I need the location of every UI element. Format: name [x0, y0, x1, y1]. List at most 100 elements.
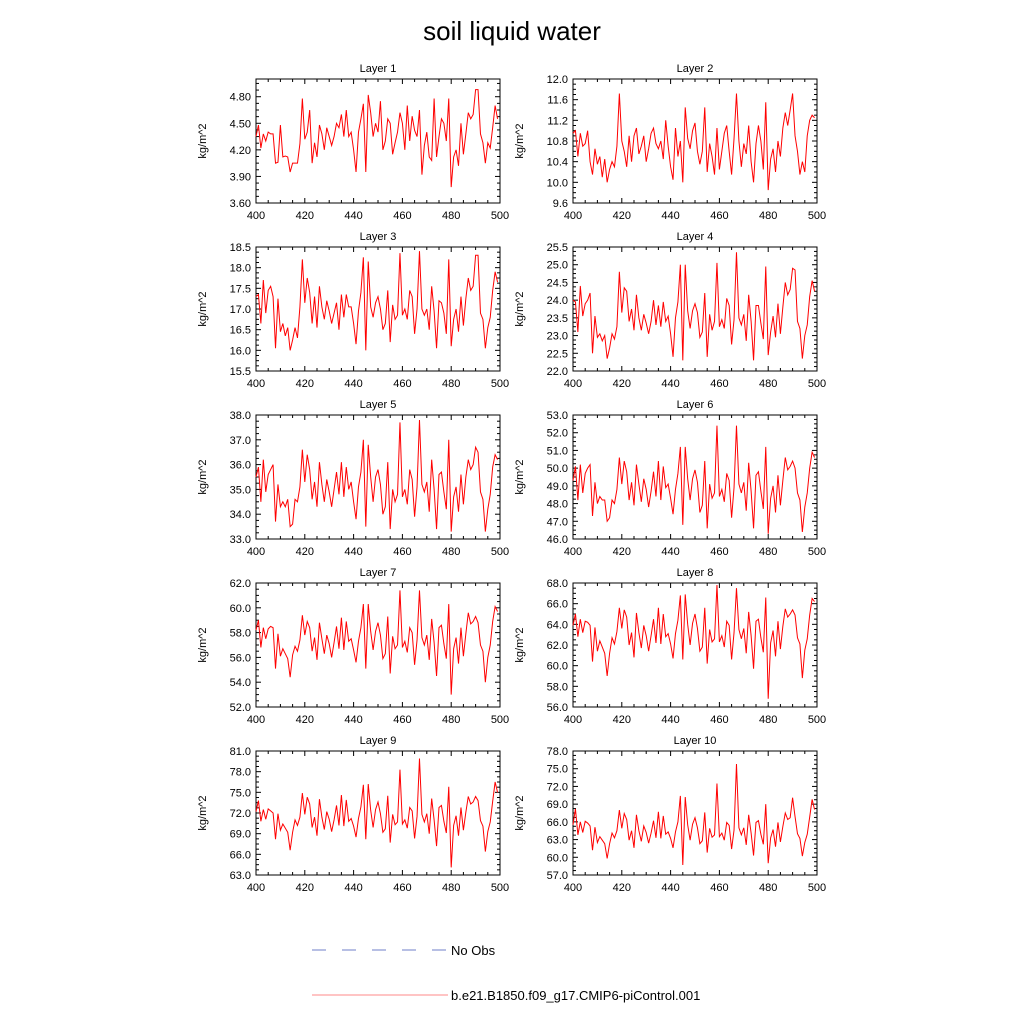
x-tick-label: 500 — [808, 210, 826, 222]
y-tick-label: 49.0 — [547, 481, 568, 493]
y-axis-label: kg/m^2 — [197, 795, 209, 830]
y-tick-label: 68.0 — [547, 578, 568, 590]
y-tick-label: 34.0 — [230, 509, 251, 521]
chart-panel-3: Layer 3 kg/m^2 400 420 440 460 480 500 15.5 16.0 1… — [197, 231, 509, 390]
x-tick-label: 440 — [344, 714, 362, 726]
y-tick-label: 72.0 — [230, 808, 251, 820]
x-tick-label: 460 — [710, 210, 728, 222]
x-tick-label: 500 — [808, 546, 826, 558]
x-tick-label: 480 — [442, 378, 460, 390]
panel-title: Layer 4 — [677, 231, 714, 243]
y-tick-label: 56.0 — [230, 652, 251, 664]
chart-title: soil liquid water — [423, 16, 601, 46]
y-tick-label: 16.0 — [230, 345, 251, 357]
x-tick-label: 440 — [344, 210, 362, 222]
x-tick-label: 400 — [564, 546, 582, 558]
y-axis-label: kg/m^2 — [197, 291, 209, 326]
chart-panel-2: Layer 2 kg/m^2 400 420 440 460 480 500 9.6 10.0 10… — [514, 63, 826, 222]
legend-label-model: b.e21.B1850.f09_g17.CMIP6-piControl.001 — [451, 988, 700, 1003]
y-tick-label: 4.20 — [230, 145, 251, 157]
y-axis-label: kg/m^2 — [514, 627, 526, 662]
y-tick-label: 4.80 — [230, 92, 251, 104]
x-tick-label: 480 — [442, 210, 460, 222]
legend: No Obs b.e21.B1850.f09_g17.CMIP6-piContr… — [312, 943, 700, 1003]
y-tick-label: 69.0 — [230, 829, 251, 841]
y-axis-label: kg/m^2 — [514, 123, 526, 158]
x-tick-label: 480 — [759, 714, 777, 726]
y-tick-label: 62.0 — [230, 578, 251, 590]
y-tick-label: 17.5 — [230, 283, 251, 295]
panel-title: Layer 6 — [677, 399, 714, 411]
x-tick-label: 460 — [393, 378, 411, 390]
x-tick-label: 480 — [442, 882, 460, 894]
y-tick-label: 51.0 — [547, 445, 568, 457]
x-tick-label: 480 — [442, 714, 460, 726]
x-tick-label: 400 — [564, 210, 582, 222]
x-tick-label: 420 — [296, 378, 314, 390]
y-tick-label: 25.5 — [547, 242, 568, 254]
y-tick-label: 58.0 — [230, 628, 251, 640]
x-tick-label: 500 — [491, 378, 509, 390]
x-tick-label: 500 — [808, 378, 826, 390]
x-tick-label: 500 — [491, 882, 509, 894]
x-tick-label: 460 — [393, 210, 411, 222]
y-tick-label: 16.5 — [230, 325, 251, 337]
panel-title: Layer 3 — [360, 231, 397, 243]
y-tick-label: 46.0 — [547, 534, 568, 546]
panel-title: Layer 2 — [677, 63, 714, 75]
series-line — [255, 419, 499, 532]
y-tick-label: 56.0 — [547, 702, 568, 714]
x-tick-label: 400 — [247, 546, 265, 558]
y-tick-label: 23.0 — [547, 331, 568, 343]
plot-frame — [255, 750, 501, 876]
panel-title: Layer 10 — [674, 735, 717, 747]
y-tick-label: 37.0 — [230, 435, 251, 447]
x-tick-label: 420 — [296, 882, 314, 894]
y-tick-label: 54.0 — [230, 677, 251, 689]
plot-frame — [572, 246, 818, 372]
x-tick-label: 440 — [661, 210, 679, 222]
x-tick-label: 480 — [759, 546, 777, 558]
x-tick-label: 500 — [491, 714, 509, 726]
y-tick-label: 78.0 — [547, 746, 568, 758]
x-tick-label: 420 — [296, 210, 314, 222]
chart-panel-10: Layer 10 kg/m^2 400 420 440 460 480 500 57.0 60.0… — [514, 735, 826, 894]
plot-frame — [255, 246, 501, 372]
y-tick-label: 66.0 — [230, 849, 251, 861]
x-tick-label: 400 — [247, 378, 265, 390]
y-tick-label: 60.0 — [547, 852, 568, 864]
chart-panel-7: Layer 7 kg/m^2 400 420 440 460 480 500 52.0 54.0 5… — [197, 567, 509, 726]
y-tick-label: 23.5 — [547, 313, 568, 325]
y-tick-label: 17.0 — [230, 304, 251, 316]
x-tick-label: 400 — [564, 378, 582, 390]
y-axis-label: kg/m^2 — [514, 459, 526, 494]
series-line — [572, 763, 816, 865]
x-tick-label: 400 — [564, 714, 582, 726]
y-tick-label: 38.0 — [230, 410, 251, 422]
plot-frame — [572, 750, 818, 876]
y-tick-label: 63.0 — [230, 870, 251, 882]
x-tick-label: 500 — [808, 714, 826, 726]
chart-panel-1: Layer 1 kg/m^2 400 420 440 460 480 500 3.60 3.90 4… — [197, 63, 509, 222]
y-tick-label: 4.50 — [230, 118, 251, 130]
y-axis-label: kg/m^2 — [197, 459, 209, 494]
panel-title: Layer 5 — [360, 399, 397, 411]
y-tick-label: 35.0 — [230, 484, 251, 496]
series-line — [255, 590, 499, 695]
x-tick-label: 400 — [564, 882, 582, 894]
y-tick-label: 60.0 — [230, 603, 251, 615]
chart-panel-6: Layer 6 kg/m^2 400 420 440 460 480 500 46.0 47.0 4… — [514, 399, 826, 558]
x-tick-label: 480 — [759, 882, 777, 894]
y-axis-label: kg/m^2 — [514, 795, 526, 830]
chart-panel-8: Layer 8 kg/m^2 400 420 440 460 480 500 56.0 58.0 6… — [514, 567, 826, 726]
y-tick-label: 10.0 — [547, 177, 568, 189]
x-tick-label: 440 — [344, 546, 362, 558]
y-tick-label: 62.0 — [547, 640, 568, 652]
y-tick-label: 24.0 — [547, 295, 568, 307]
x-tick-label: 420 — [296, 546, 314, 558]
series-line — [255, 89, 499, 188]
y-tick-label: 66.0 — [547, 817, 568, 829]
y-tick-label: 63.0 — [547, 835, 568, 847]
x-tick-label: 480 — [759, 210, 777, 222]
